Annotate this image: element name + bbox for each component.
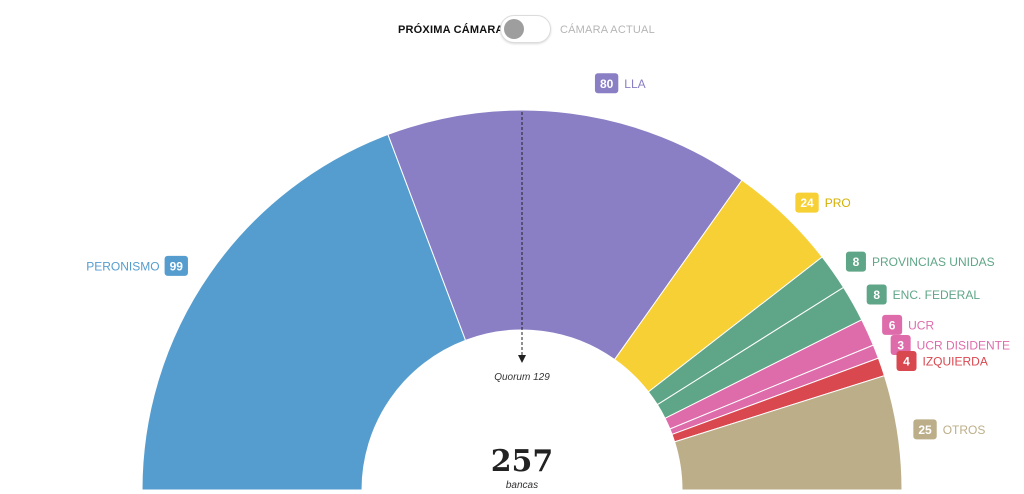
slice-otros[interactable]	[673, 375, 903, 491]
badge-izquierda	[896, 351, 917, 372]
chamber-toggle-switch[interactable]	[500, 15, 551, 43]
slice-lla[interactable]	[387, 109, 743, 361]
badge-provincias-unidas	[845, 251, 866, 272]
chart-slices	[141, 109, 903, 491]
badge-value-peronismo: 99	[170, 259, 184, 273]
quorum-marker: Quorum 129	[494, 112, 550, 383]
badge-value-otros: 25	[918, 423, 932, 437]
label-enc-federal: 8 ENC. FEDERAL	[866, 284, 981, 305]
label-provincias-unidas: 8 PROVINCIAS UNIDAS	[845, 251, 995, 272]
series-name-peronismo: PERONISMO	[86, 259, 159, 273]
label-lla: 80 LLA	[594, 73, 646, 94]
label-peronismo: 99 PERONISMO	[86, 255, 188, 276]
badge-pro	[795, 192, 819, 213]
label-izquierda: 4 IZQUIERDA	[896, 351, 988, 372]
badge-lla	[594, 73, 619, 94]
badge-value-pro: 24	[800, 196, 814, 210]
series-name-lla: LLA	[624, 77, 645, 91]
slice-peronismo[interactable]	[141, 133, 467, 491]
badge-ucr	[882, 314, 903, 335]
badge-enc-federal	[866, 284, 887, 305]
chamber-toggle-bar: PRÓXIMA CÁMARA CÁMARA ACTUAL	[0, 14, 1024, 46]
quorum-arrow	[518, 355, 526, 363]
total-caption: bancas	[506, 480, 538, 491]
current-chamber-label[interactable]: CÁMARA ACTUAL	[560, 24, 655, 36]
next-chamber-label[interactable]: PRÓXIMA CÁMARA	[398, 24, 504, 36]
series-name-ucr: UCR	[908, 318, 934, 332]
total-seats: 257	[491, 444, 554, 479]
toggle-knob[interactable]	[504, 19, 524, 39]
series-name-provincias-unidas: PROVINCIAS UNIDAS	[872, 255, 995, 269]
label-ucr: 6 UCR	[882, 314, 934, 335]
badge-value-provincias-unidas: 8	[853, 255, 860, 269]
badge-value-ucr-disidente: 3	[897, 339, 904, 353]
badge-value-lla: 80	[600, 77, 614, 91]
badge-value-izquierda: 4	[903, 355, 910, 369]
badge-otros	[913, 419, 937, 440]
series-name-enc-federal: ENC. FEDERAL	[893, 288, 981, 302]
series-name-pro: PRO	[825, 196, 851, 210]
badge-value-enc-federal: 8	[873, 288, 880, 302]
quorum-label: Quorum 129	[494, 372, 550, 383]
series-name-izquierda: IZQUIERDA	[923, 355, 988, 369]
series-name-ucr-disidente: UCR DISIDENTE	[917, 339, 1010, 353]
badge-peronismo	[164, 255, 188, 276]
label-pro: 24 PRO	[795, 192, 851, 213]
series-name-otros: OTROS	[943, 423, 986, 437]
badge-ucr-disidente	[890, 335, 911, 356]
label-ucr-disidente: 3 UCR DISIDENTE	[890, 335, 1010, 356]
badge-value-ucr: 6	[889, 318, 896, 332]
label-otros: 25 OTROS	[913, 419, 986, 440]
